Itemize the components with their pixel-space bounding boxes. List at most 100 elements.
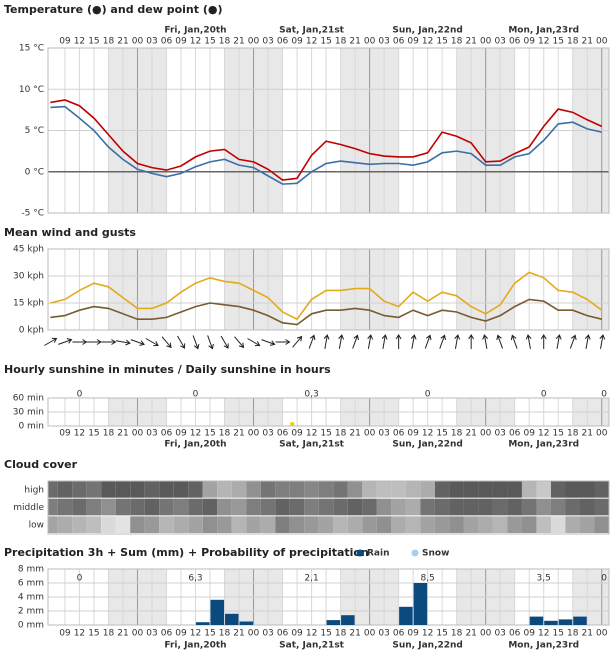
wind-arrow (247, 338, 261, 347)
wind-arrow (58, 338, 73, 345)
plot-frame (47, 397, 610, 427)
cloud-cell (347, 498, 363, 516)
daily-sum: 0 (541, 390, 547, 400)
precip-bar (196, 622, 210, 625)
hour-label: 12 (74, 629, 85, 639)
cloud-cell (275, 516, 290, 533)
legend-label: Snow (422, 549, 449, 559)
precip-bar (413, 583, 428, 625)
hour-label: 21 (465, 629, 476, 639)
hour-label: 15 (204, 629, 215, 639)
day-label: Sat, Jan,21st (279, 26, 345, 36)
wind-arrow (338, 334, 345, 349)
y-tick-label: 0 °C (25, 167, 44, 177)
cloud-cell (246, 516, 261, 533)
daily-sum: 0 (601, 390, 607, 400)
hour-label: 18 (103, 37, 115, 47)
hour-label: 03 (378, 37, 389, 47)
hour-label: 12 (422, 429, 433, 439)
precip-bar (210, 599, 225, 625)
cloud-cell (478, 498, 493, 516)
cloud-cell (333, 498, 348, 516)
hour-label: 06 (161, 37, 173, 47)
hour-label: 09 (59, 629, 71, 639)
hour-label: 12 (190, 37, 201, 47)
hour-label: 12 (306, 429, 317, 439)
cloud-cell (304, 481, 319, 498)
cloud-cell (391, 516, 406, 533)
cloud-cell (478, 516, 493, 533)
hour-label: 15 (204, 37, 215, 47)
cloud-cell (115, 516, 131, 533)
wind-arrow (540, 334, 547, 349)
wind-arrow (569, 334, 577, 349)
cloud-cell (260, 481, 276, 498)
y-tick-label: 6 mm (18, 579, 44, 589)
hour-label: 18 (219, 629, 231, 639)
wind-arrow (261, 339, 276, 346)
wind-arrow (510, 334, 518, 349)
cloud-cell (217, 481, 232, 498)
cloud-cell (57, 481, 73, 498)
cloud-cell (391, 481, 406, 498)
cloud-cell (202, 498, 218, 516)
daily-sum: 0 (425, 390, 431, 400)
precip-bar (529, 616, 544, 625)
hour-label: 09 (523, 629, 535, 639)
night-shade (572, 249, 609, 330)
precip-bar (544, 620, 558, 625)
hour-label: 21 (117, 629, 128, 639)
cloud-cell (159, 498, 174, 516)
cloud-cell (492, 516, 508, 533)
cloud-cell (565, 481, 580, 498)
series-line (50, 99, 603, 181)
cloud-cell (318, 516, 334, 533)
cloud-cell (362, 516, 377, 533)
cloud-cell (72, 498, 87, 516)
cloud-cell (536, 481, 551, 498)
cloud-cell (347, 481, 363, 498)
day-label: Fri, Jan,20th (164, 641, 226, 651)
cloud-cell (521, 481, 537, 498)
cloud-cell (463, 498, 479, 516)
cloud-cell (231, 498, 247, 516)
day-label: Mon, Jan,23rd (508, 26, 579, 36)
cloud-cell (420, 481, 435, 498)
hour-label: 12 (190, 429, 201, 439)
cloud-cell (507, 498, 522, 516)
cloud-cell (246, 481, 261, 498)
hour-label: 06 (509, 37, 521, 47)
wind-arrow (323, 334, 330, 349)
hour-label: 09 (523, 429, 535, 439)
cloud-cell (536, 516, 551, 533)
hour-label: 09 (291, 429, 303, 439)
daily-sum: 0 (601, 574, 607, 584)
cloud-cell (405, 498, 421, 516)
hour-label: 00 (248, 629, 260, 639)
hour-label: 18 (103, 629, 115, 639)
y-tick-label: 30 kph (13, 272, 44, 282)
cloud-cell (304, 516, 319, 533)
hour-label: 15 (88, 629, 99, 639)
daily-sum: 6,3 (188, 574, 202, 584)
cloud-cell (130, 481, 145, 498)
wind-arrow (525, 334, 532, 349)
hour-label: 03 (494, 429, 505, 439)
day-label: Sat, Jan,21st (279, 440, 345, 450)
cloud-cell (478, 481, 493, 498)
wind-arrow (439, 334, 447, 349)
hour-label: 21 (582, 37, 593, 47)
wind-arrow (292, 335, 303, 348)
cloud-cell (86, 516, 102, 533)
precip-bar (341, 615, 355, 625)
cloud-cell (48, 481, 58, 498)
day-label: Sat, Jan,21st (279, 641, 345, 651)
cloud-cell (144, 498, 160, 516)
hour-label: 06 (277, 429, 289, 439)
hour-label: 18 (335, 37, 347, 47)
hour-label: 15 (88, 429, 99, 439)
hour-label: 12 (306, 629, 317, 639)
cloud-cell (536, 498, 551, 516)
series-line (50, 105, 602, 185)
